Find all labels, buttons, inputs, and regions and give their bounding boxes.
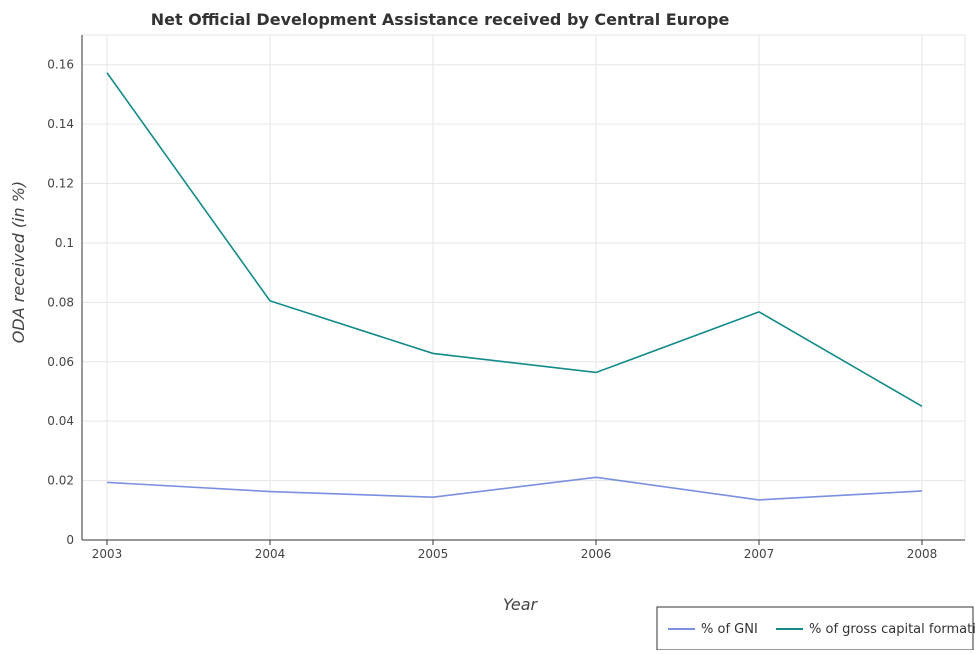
y-tick-label: 0.14 <box>47 117 74 131</box>
legend: % of GNI % of gross capital formation <box>656 606 975 651</box>
y-tick-label: 0.08 <box>47 295 74 309</box>
series-line-gross-capital-formation <box>106 72 923 408</box>
x-axis-label: Year <box>503 595 539 614</box>
y-tick-label: 0.02 <box>47 474 74 488</box>
y-tick-label: 0 <box>66 533 74 547</box>
y-axis-label: ODA received (in %) <box>9 181 28 343</box>
x-tick-label: 2003 <box>92 547 123 561</box>
chart-title: Net Official Development Assistance rece… <box>151 10 730 29</box>
series-line-gni <box>106 476 923 501</box>
x-tick-label: 2005 <box>418 547 449 561</box>
y-tick-label: 0.06 <box>47 355 74 369</box>
axes: 0 0.02 0.04 0.06 0.08 0.1 0.12 0.14 0.16 2003 2004… <box>47 35 965 561</box>
y-tick-label: 0.04 <box>47 414 74 428</box>
grid <box>82 34 966 541</box>
y-tick-label: 0.12 <box>47 177 74 191</box>
x-tick-label: 2008 <box>907 547 938 561</box>
legend-label-gni: % of GNI <box>701 622 758 637</box>
y-tick-label: 0.16 <box>47 58 74 72</box>
x-tick-label: 2007 <box>744 547 775 561</box>
legend-label-gcf: % of gross capital formation <box>809 622 975 637</box>
x-tick-label: 2004 <box>255 547 286 561</box>
y-tick-label: 0.1 <box>55 236 74 250</box>
x-tick-label: 2006 <box>581 547 612 561</box>
series <box>106 72 923 501</box>
